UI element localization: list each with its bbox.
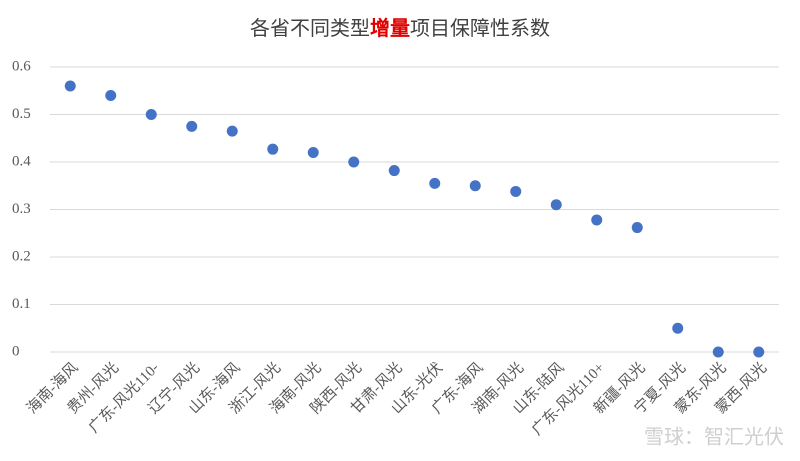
dot (267, 143, 279, 155)
y-tick-label: 0.4 (12, 153, 31, 169)
dot (64, 80, 76, 92)
dot (388, 165, 400, 177)
y-tick-label: 0.3 (12, 201, 31, 217)
chart-title: 各省不同类型增量项目保障性系数 (250, 16, 550, 40)
x-tick-label: 广东-风光110+ (529, 359, 608, 438)
dot (591, 214, 603, 226)
y-tick-label: 0.1 (12, 296, 31, 312)
dot (510, 185, 522, 197)
y-tick-label: 0.6 (12, 58, 31, 74)
dot (712, 346, 724, 358)
dot (186, 120, 198, 132)
watermark: 雪球：智汇光伏 (644, 425, 784, 449)
y-tick-label: 0.2 (12, 248, 31, 264)
y-tick-label: 0 (12, 343, 20, 359)
dot (307, 147, 319, 158)
y-tick-label: 0.5 (12, 106, 31, 122)
dot (631, 222, 643, 234)
title-part: 项目保障性系数 (410, 17, 550, 40)
dot (145, 109, 157, 120)
dot (550, 199, 562, 211)
dot (753, 346, 765, 358)
title-part: 增量 (370, 16, 410, 40)
dot (105, 90, 117, 101)
dot (429, 177, 441, 189)
dot (672, 322, 684, 334)
dot (348, 156, 360, 168)
dot (226, 125, 238, 137)
x-tick-label: 广东-风光110- (85, 359, 162, 436)
title-part: 各省不同类型 (250, 17, 370, 40)
dot (469, 180, 481, 192)
